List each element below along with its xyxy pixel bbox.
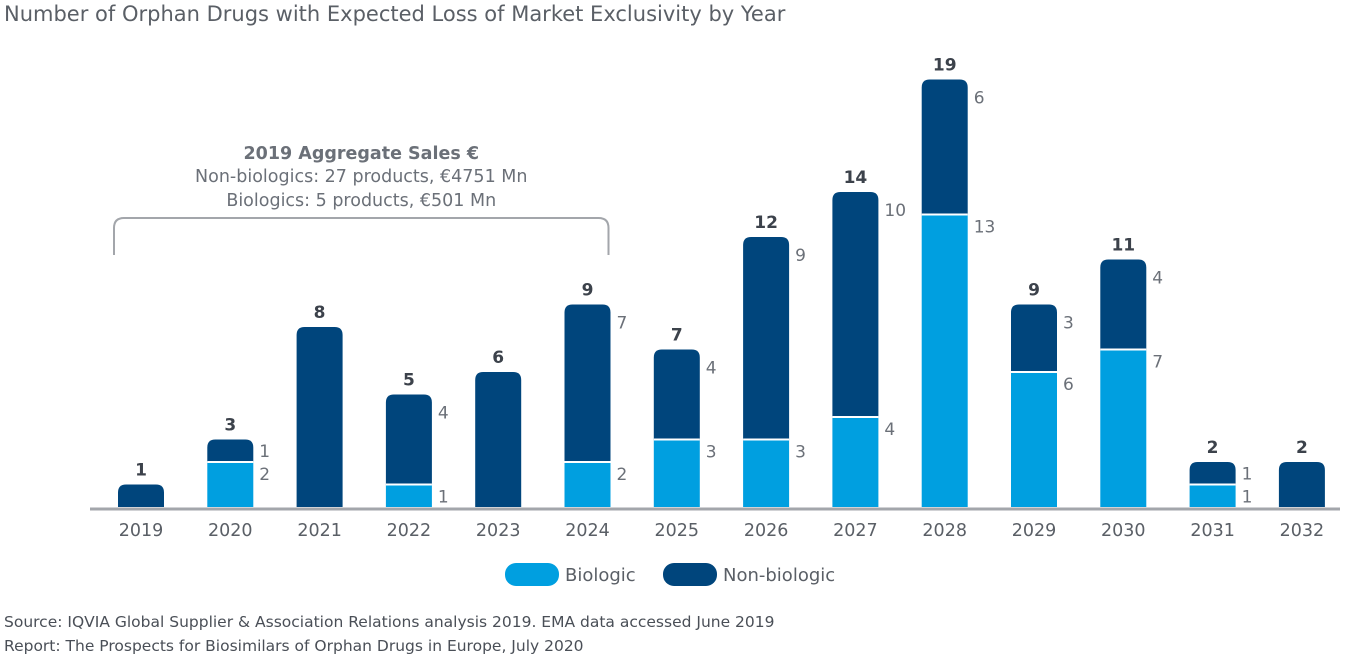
x-tick-2025: 2025 (655, 521, 700, 541)
legend-label-biologic: Biologic (565, 565, 636, 586)
segment-label-nonbiologic-2022: 4 (438, 404, 449, 424)
source-text: Source: IQVIA Global Supplier & Associat… (4, 613, 775, 631)
bar-biologic-2026 (743, 439, 790, 507)
segment-label-nonbiologic-2020: 1 (259, 442, 270, 462)
x-tick-2022: 2022 (387, 521, 432, 541)
segment-label-nonbiologic-2031: 1 (1242, 464, 1253, 484)
segment-label-biologic-2027: 4 (884, 420, 895, 440)
total-label-2030: 11 (1111, 236, 1135, 256)
bar-biologic-2022 (385, 484, 432, 507)
bar-biologic-2024 (564, 462, 611, 507)
total-label-2027: 14 (844, 168, 868, 188)
x-tick-2021: 2021 (297, 521, 342, 541)
bar-nonbiologic-2024 (564, 304, 611, 462)
bar-nonbiologic-2023 (475, 372, 522, 507)
legend-swatch-nonbiologic (663, 563, 717, 586)
bar-nonbiologic-2021 (296, 327, 343, 507)
legend-label-nonbiologic: Non-biologic (723, 565, 835, 586)
total-label-2028: 19 (933, 56, 957, 76)
total-label-2023: 6 (492, 348, 504, 368)
x-tick-2030: 2030 (1101, 521, 1146, 541)
segment-label-biologic-2028: 13 (974, 218, 996, 238)
total-label-2020: 3 (224, 416, 236, 436)
annotation-title: 2019 Aggregate Sales € (243, 144, 479, 164)
bar-biologic-2028 (921, 214, 968, 507)
legend-swatch-biologic (505, 563, 559, 586)
bar-nonbiologic-2026 (743, 237, 790, 440)
bar-biologic-2030 (1100, 349, 1147, 507)
x-tick-2032: 2032 (1280, 521, 1325, 541)
report-text: Report: The Prospects for Biosimilars of… (4, 637, 584, 655)
bar-nonbiologic-2031 (1189, 462, 1236, 485)
bar-nonbiologic-2019 (118, 484, 164, 507)
segment-label-nonbiologic-2027: 10 (884, 201, 906, 221)
annotation-line-2: Biologics: 5 products, €501 Mn (226, 191, 496, 211)
total-label-2022: 5 (403, 371, 415, 391)
bar-biologic-2029 (1011, 372, 1057, 507)
bars-layer (118, 79, 1325, 507)
x-tick-2027: 2027 (833, 521, 878, 541)
x-tick-2028: 2028 (922, 521, 967, 541)
x-tick-2023: 2023 (476, 521, 521, 541)
x-tick-2026: 2026 (744, 521, 789, 541)
bar-biologic-2025 (653, 439, 700, 507)
total-label-2021: 8 (314, 303, 326, 323)
segment-label-biologic-2024: 2 (617, 465, 628, 485)
bar-nonbiologic-2029 (1011, 304, 1057, 372)
chart-title: Number of Orphan Drugs with Expected Los… (4, 2, 786, 26)
x-tick-2031: 2031 (1190, 521, 1235, 541)
annotation-bracket (113, 217, 610, 255)
bar-nonbiologic-2025 (653, 349, 700, 440)
x-tick-2029: 2029 (1012, 521, 1057, 541)
total-label-2025: 7 (671, 326, 683, 346)
bar-biologic-2027 (832, 417, 879, 507)
total-label-2024: 9 (582, 281, 594, 301)
total-label-2032: 2 (1296, 438, 1308, 458)
x-tick-2020: 2020 (208, 521, 253, 541)
bar-nonbiologic-2032 (1278, 462, 1325, 507)
segment-label-nonbiologic-2026: 9 (795, 246, 806, 266)
bar-biologic-2020 (207, 462, 254, 507)
segment-label-biologic-2026: 3 (795, 443, 806, 463)
total-label-2019: 1 (135, 461, 147, 481)
bar-biologic-2031 (1189, 484, 1236, 507)
bar-nonbiologic-2022 (385, 394, 432, 485)
segment-label-nonbiologic-2024: 7 (617, 314, 628, 334)
segment-label-biologic-2022: 1 (438, 488, 449, 508)
legend: Biologic Non-biologic (505, 563, 835, 586)
x-tick-2024: 2024 (565, 521, 610, 541)
total-label-2026: 12 (754, 213, 778, 233)
x-tick-2019: 2019 (119, 521, 164, 541)
segment-label-nonbiologic-2029: 3 (1063, 314, 1074, 334)
segment-label-biologic-2020: 2 (259, 465, 270, 485)
bar-nonbiologic-2030 (1100, 259, 1147, 350)
bar-nonbiologic-2020 (207, 439, 254, 462)
annotation: 2019 Aggregate Sales € Non-biologics: 27 … (113, 144, 610, 255)
segment-label-nonbiologic-2028: 6 (974, 89, 985, 109)
bar-nonbiologic-2027 (832, 192, 879, 417)
segment-label-biologic-2025: 3 (706, 443, 717, 463)
annotation-line-1: Non-biologics: 27 products, €4751 Mn (195, 167, 527, 187)
bar-nonbiologic-2028 (921, 79, 968, 215)
x-tick-labels: 2019 2020 2021 2022 2023 2024 2025 2026 2027 2028… (119, 521, 1324, 541)
segment-label-nonbiologic-2030: 4 (1152, 269, 1163, 289)
total-label-2029: 9 (1028, 281, 1040, 301)
segment-label-biologic-2029: 6 (1063, 375, 1074, 395)
segment-label-biologic-2030: 7 (1152, 353, 1163, 373)
total-label-2031: 2 (1207, 438, 1219, 458)
segment-label-biologic-2031: 1 (1242, 488, 1253, 508)
segment-label-nonbiologic-2025: 4 (706, 359, 717, 379)
